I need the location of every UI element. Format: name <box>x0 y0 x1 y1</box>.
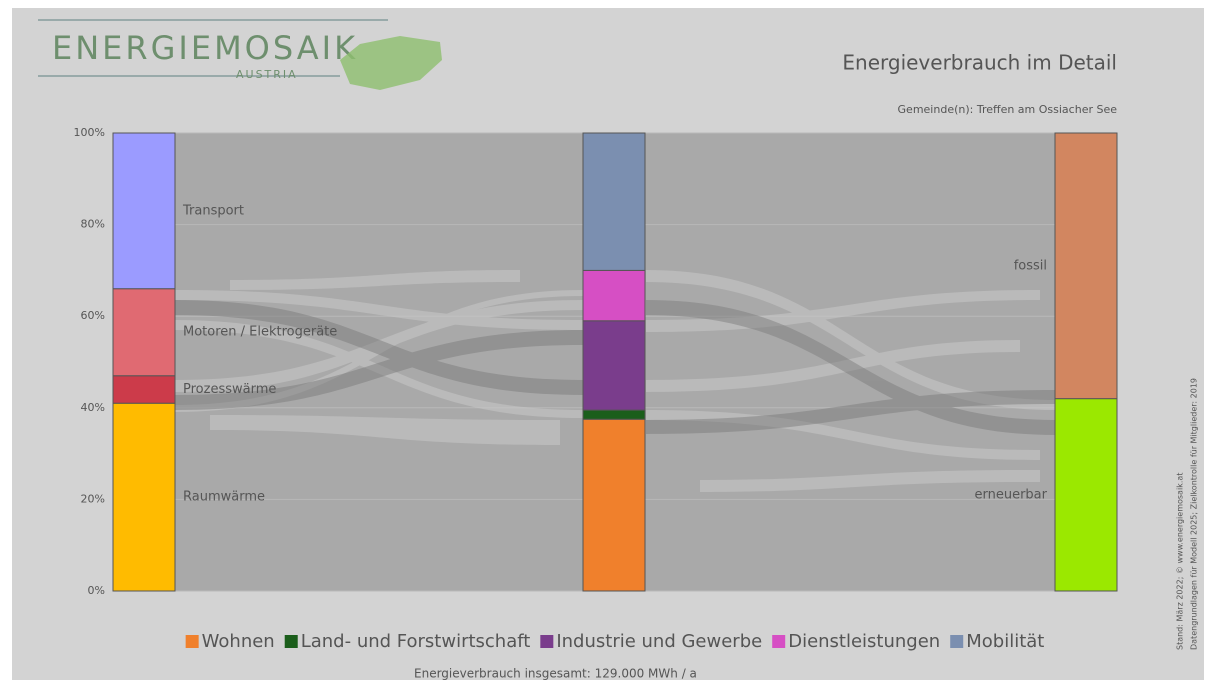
y-tick-label: 100% <box>74 126 105 139</box>
segment-label: Raumwärme <box>183 490 265 505</box>
legend-label: Land- und Forstwirtschaft <box>301 631 531 652</box>
legend: Wohnen Land- und Forstwirtschaft Industrie… <box>185 631 1044 652</box>
logo-map <box>340 36 442 90</box>
footer: Energieverbrauch insgesamt: 129.000 MWh … <box>414 667 697 681</box>
chart-title: Energieverbrauch im Detail <box>842 51 1117 75</box>
legend-label: Industrie und Gewerbe <box>556 631 762 652</box>
flow <box>646 340 1020 392</box>
segment-label: fossil <box>1014 258 1047 273</box>
segment <box>582 320 646 411</box>
y-tick-label: 80% <box>81 218 105 231</box>
flow <box>230 270 520 290</box>
legend-swatch <box>950 635 964 648</box>
side-note: Stand: März 2022; © www.energiemosaik.at <box>1176 473 1185 650</box>
legend-label: Mobilität <box>966 631 1044 652</box>
legend-swatch <box>772 635 786 648</box>
y-tick-label: 0% <box>88 584 105 597</box>
flow <box>646 290 1040 332</box>
marks: Raumwärme Prozesswärme Motoren / Elektroge… <box>112 132 1118 592</box>
flow <box>700 470 1040 492</box>
segment <box>582 418 646 592</box>
grid: 0% 20% 40% 60% 80% 100% <box>74 126 1117 597</box>
flow <box>175 320 583 418</box>
segment <box>582 132 646 271</box>
y-tick-label: 20% <box>81 492 105 505</box>
segment <box>582 409 646 420</box>
subtitle: Gemeinde(n): Treffen am Ossiacher See <box>898 103 1118 116</box>
legend-swatch <box>185 635 199 648</box>
legend-label: Wohnen <box>202 631 275 652</box>
flow <box>175 290 583 330</box>
y-tick-label: 40% <box>81 401 105 414</box>
y-tick-label: 60% <box>81 309 105 322</box>
segment <box>112 402 176 592</box>
segment-label: Transport <box>182 203 244 218</box>
segment-label: Prozesswärme <box>183 382 276 397</box>
segment <box>582 269 646 322</box>
segment <box>112 288 176 377</box>
flows-dark <box>175 300 1055 435</box>
logo-sub: AUSTRIA <box>236 68 298 81</box>
flow <box>646 270 1055 410</box>
legend-swatch <box>284 635 298 648</box>
flows <box>175 270 1055 492</box>
logo-name: ENERGIEMOSAIK <box>52 29 358 67</box>
flow <box>175 300 583 392</box>
segment <box>1054 132 1118 400</box>
segment <box>112 375 176 404</box>
flow <box>175 290 583 412</box>
flow <box>210 415 560 445</box>
side-note: Datengrundlagen für Modell 2025; Zielkon… <box>1190 378 1199 650</box>
flow <box>175 300 583 395</box>
segment <box>1054 398 1118 592</box>
flow <box>646 390 1055 434</box>
legend-label: Dienstleistungen <box>788 631 940 652</box>
flow <box>175 330 583 410</box>
flow <box>646 410 1040 460</box>
legend-swatch <box>540 635 554 648</box>
segment-label: erneuerbar <box>975 487 1048 502</box>
segment <box>112 132 176 290</box>
flow <box>646 300 1055 435</box>
segment-label: Motoren / Elektrogeräte <box>183 325 337 340</box>
